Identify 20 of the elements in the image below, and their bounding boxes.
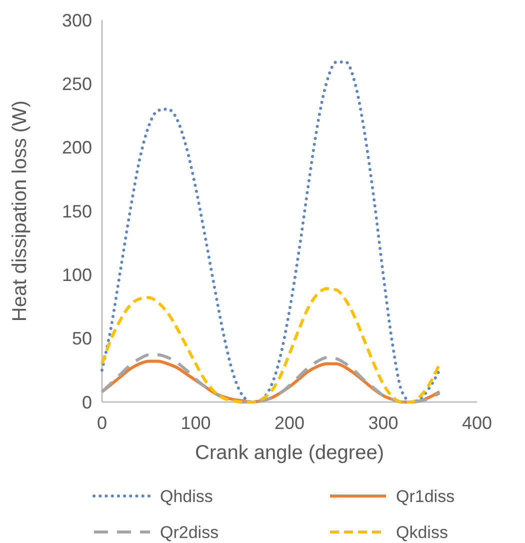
y-tick-label: 200 bbox=[62, 138, 92, 158]
x-axis-title: Crank angle (degree) bbox=[195, 442, 384, 464]
x-tick-label: 100 bbox=[180, 413, 211, 433]
x-tick-label: 300 bbox=[368, 413, 398, 433]
legend-label: Qr1diss bbox=[396, 486, 455, 506]
y-tick-label: 250 bbox=[62, 74, 92, 94]
y-tick-label: 100 bbox=[62, 264, 92, 285]
y-tick-label: 50 bbox=[72, 328, 92, 349]
y-tick-label: 150 bbox=[62, 201, 92, 222]
y-axis-title: Heat dissipation loss (W) bbox=[9, 100, 31, 322]
y-tick-label: 300 bbox=[62, 10, 92, 30]
line-series bbox=[100, 60, 441, 404]
x-tick-label: 400 bbox=[462, 413, 492, 433]
legend-label: Qkdiss bbox=[396, 522, 448, 542]
legend-label: Qr2diss bbox=[160, 522, 219, 542]
legend-label: Qhdiss bbox=[160, 486, 213, 506]
y-tick-label: 0 bbox=[82, 392, 92, 412]
line-series bbox=[100, 287, 441, 404]
x-tick-label: 0 bbox=[96, 413, 108, 433]
x-tick-label: 200 bbox=[274, 413, 305, 433]
